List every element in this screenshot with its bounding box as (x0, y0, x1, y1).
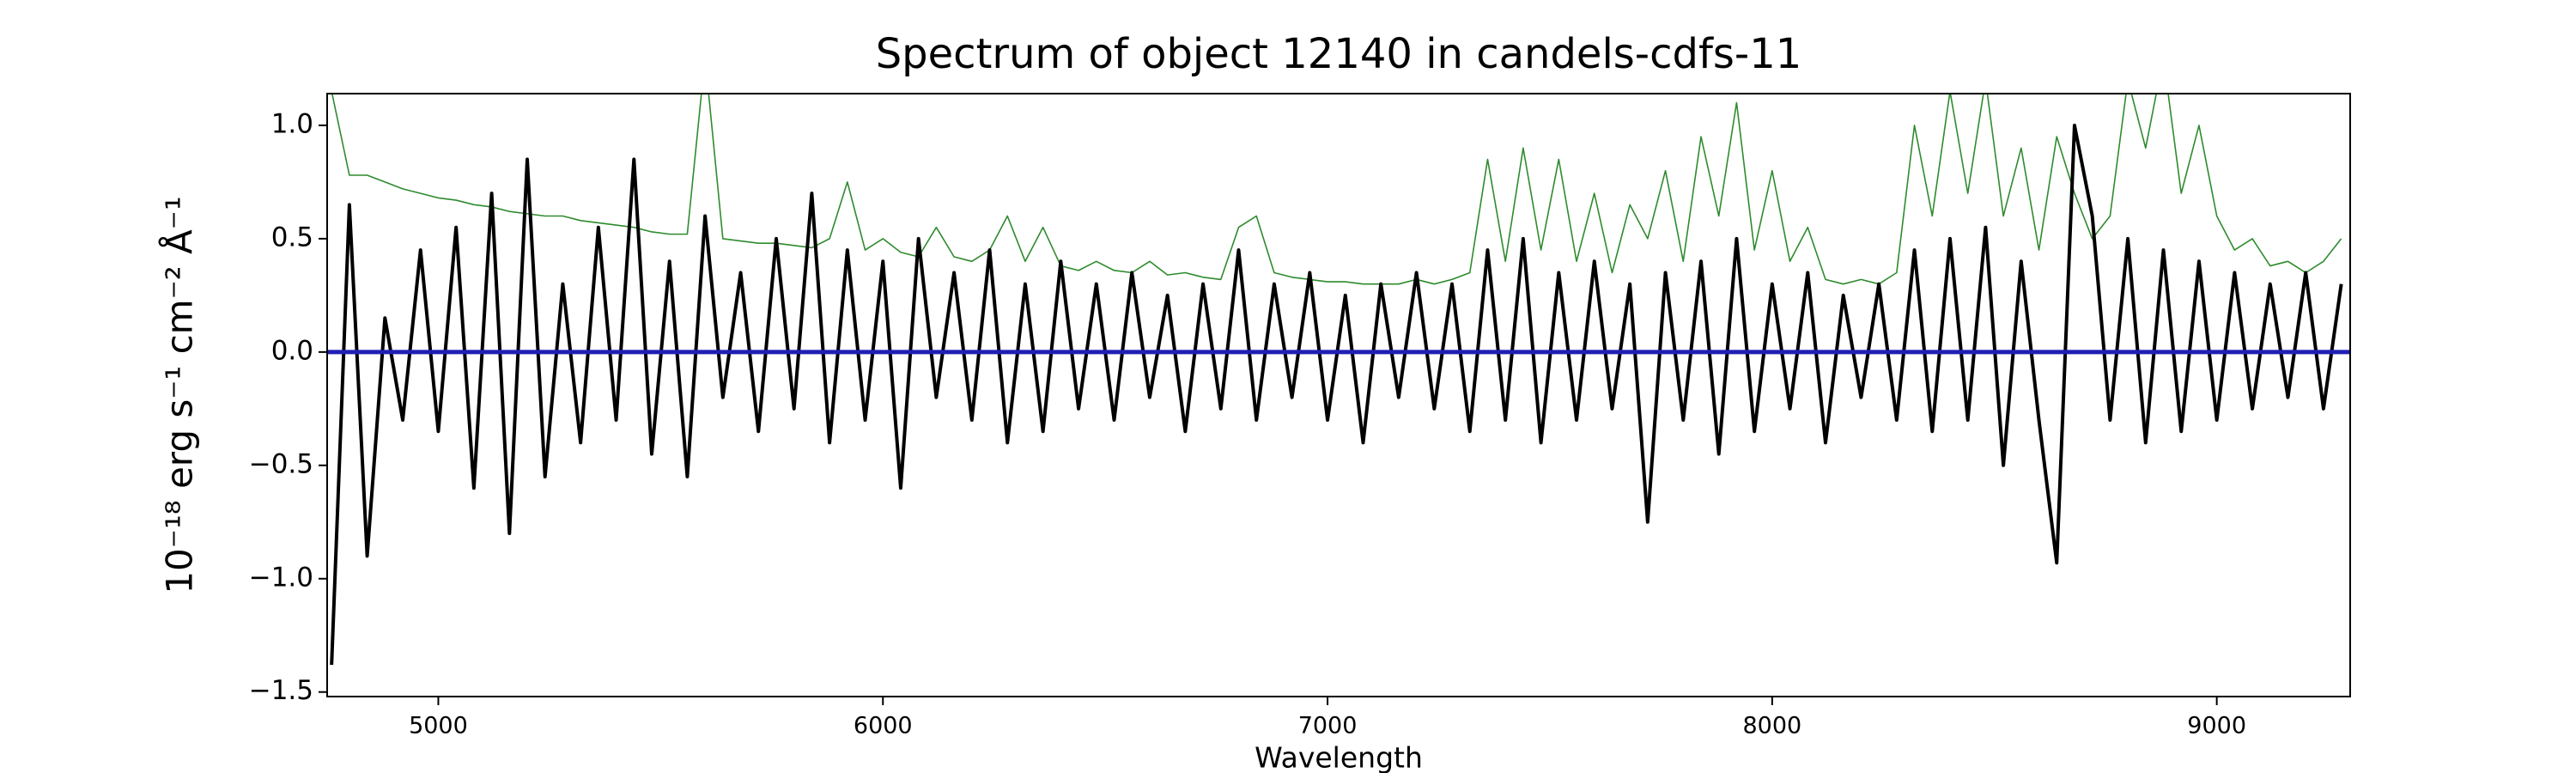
y-tick-label: 1.0 (271, 108, 313, 139)
x-tick-label: 5000 (409, 713, 468, 740)
x-tick-label: 8000 (1742, 713, 1801, 740)
y-tick-label: −0.5 (249, 448, 313, 479)
x-tick-label: 7000 (1298, 713, 1358, 740)
y-tick-label: −1.5 (249, 675, 313, 706)
plot-frame (326, 93, 2351, 697)
y-axis-label: 10⁻¹⁸ erg s⁻¹ cm⁻² Å⁻¹ (158, 196, 201, 593)
spectrum-line (330, 123, 2343, 666)
spectrum-line (331, 94, 2342, 285)
chart-title: Spectrum of object 12140 in candels-cdfs… (876, 30, 1802, 78)
plot-area (327, 94, 2350, 666)
x-axis-label: Wavelength (1255, 741, 1423, 773)
y-tick-label: 0.5 (271, 222, 313, 253)
y-tick-label: 0.0 (271, 335, 313, 366)
x-tick-label: 9000 (2187, 713, 2246, 740)
y-tick-label: −1.0 (249, 562, 313, 593)
x-tick-label: 6000 (854, 713, 913, 740)
